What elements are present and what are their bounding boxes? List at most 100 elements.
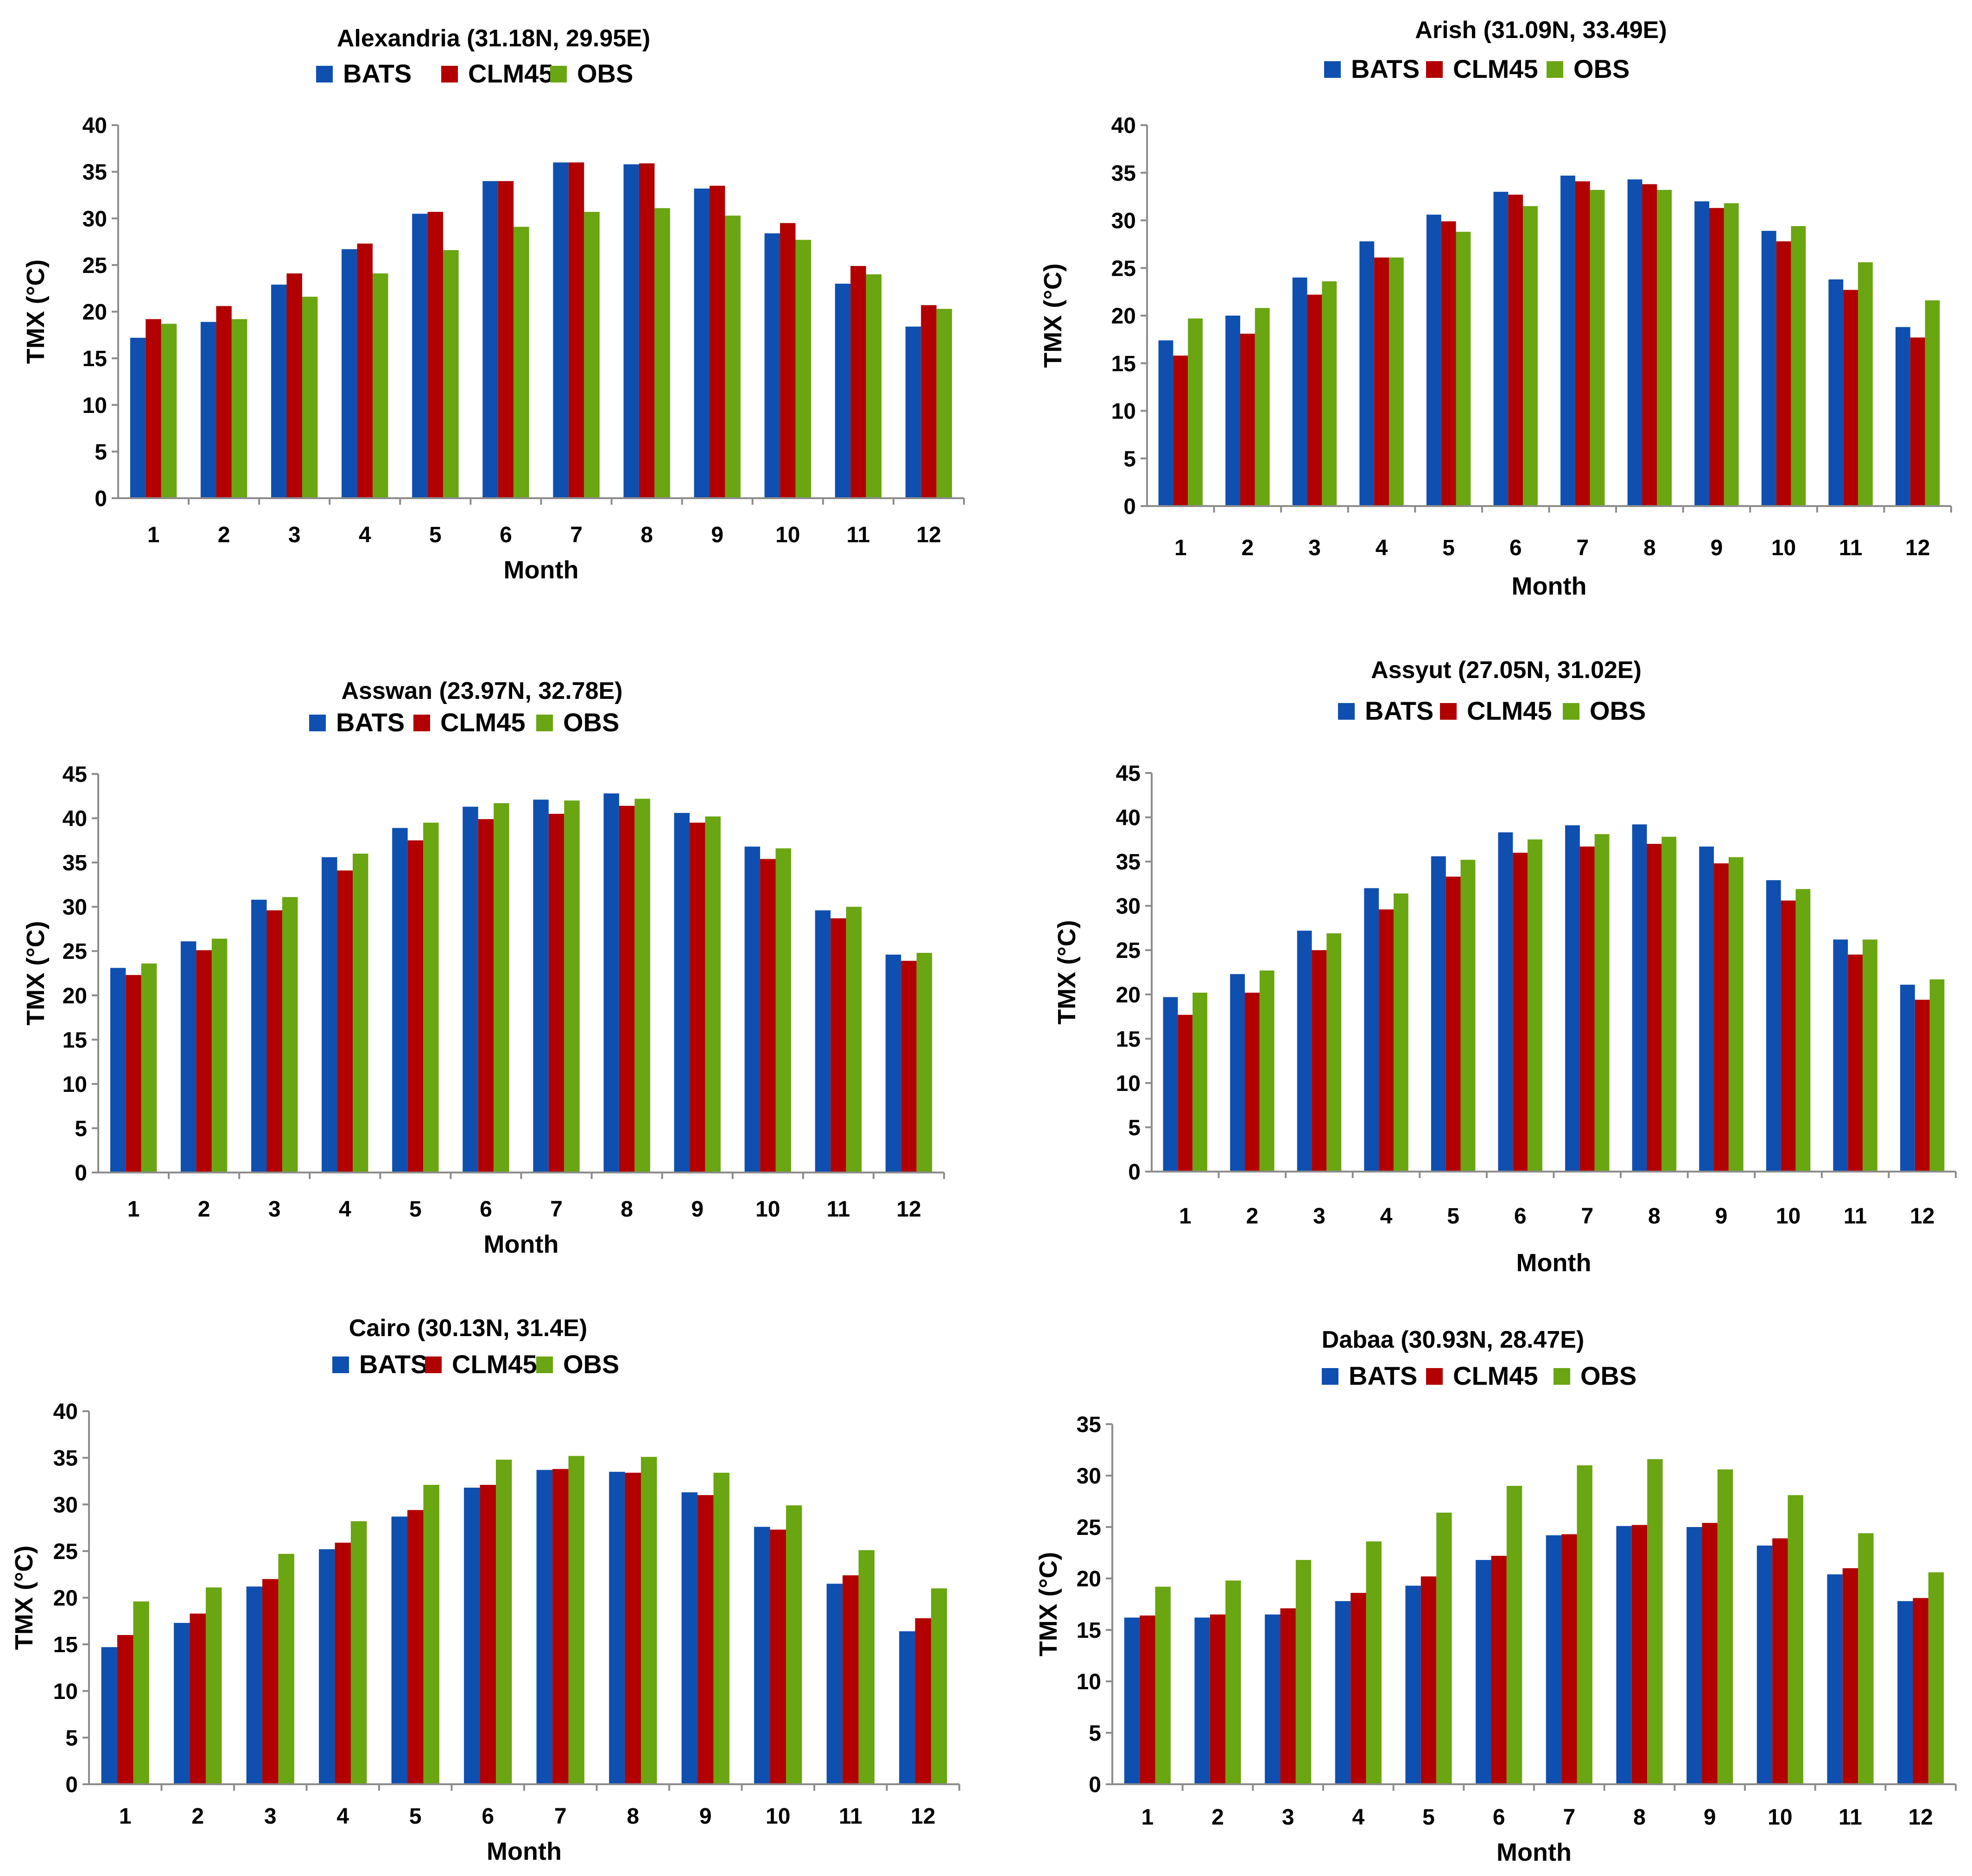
bar-obs-month-12 [936, 309, 952, 498]
y-tick-label: 20 [63, 984, 87, 1008]
bar-clm45-month-7 [1579, 846, 1595, 1172]
bar-bats-month-3 [271, 285, 287, 498]
bar-obs-month-7 [1590, 190, 1605, 506]
bar-bats-month-9 [674, 813, 690, 1172]
legend-label-obs: OBS [577, 59, 633, 88]
bar-bats-month-12 [1900, 984, 1915, 1172]
bar-clm45-month-12 [1913, 1598, 1928, 1784]
bar-obs-month-2 [231, 319, 247, 498]
legend-swatch-obs [550, 66, 567, 82]
bar-bats-month-12 [1895, 327, 1910, 506]
bar-obs-month-3 [282, 897, 298, 1172]
x-tick-label: 4 [336, 1804, 349, 1829]
bar-bats-month-11 [826, 1584, 843, 1784]
y-tick-label: 25 [1111, 256, 1136, 281]
bar-bats-month-12 [899, 1631, 915, 1784]
bar-obs-month-5 [423, 1484, 439, 1784]
legend-label-obs: OBS [563, 1350, 619, 1379]
bar-obs-month-4 [353, 854, 368, 1172]
x-tick-label: 5 [409, 1804, 422, 1829]
bar-obs-month-11 [846, 906, 862, 1172]
chart-panel-6: Dabaa (30.93N, 28.47E)BATS CLM45 OBS051015… [1034, 1326, 1957, 1866]
x-tick-label: 5 [429, 523, 442, 547]
bar-obs-month-7 [1594, 834, 1610, 1172]
x-tick-label: 3 [1308, 536, 1321, 560]
y-tick-label: 35 [53, 1446, 78, 1471]
bar-clm45-month-8 [639, 163, 655, 498]
bar-clm45-month-3 [286, 273, 302, 498]
x-tick-label: 9 [1711, 536, 1723, 560]
y-tick-label: 45 [1116, 761, 1141, 786]
chart-panel-3: Asswan (23.97N, 32.78E) BATS CLM45 OBS 0 5 10 1… [22, 678, 945, 1258]
chart-panel-1: Alexandria (31.18N, 29.95E) BATS CLM45 OBS 0… [22, 25, 965, 584]
bar-obs-month-2 [205, 1587, 222, 1784]
bar-clm45-month-6 [1508, 195, 1523, 506]
bar-clm45-month-2 [216, 306, 232, 498]
x-tick-label: 6 [1509, 536, 1522, 560]
x-tick-label: 8 [1643, 536, 1656, 560]
bar-obs-month-12 [916, 953, 932, 1172]
y-tick-label: 25 [63, 939, 87, 964]
legend-label-clm45: CLM45 [1467, 696, 1552, 725]
x-tick-label: 10 [1768, 1805, 1792, 1830]
y-tick-label: 35 [1077, 1413, 1101, 1437]
bar-clm45-month-7 [548, 814, 564, 1172]
bar-obs-month-5 [1436, 1512, 1452, 1784]
bar-clm45-month-1 [1178, 1014, 1193, 1172]
x-tick-label: 11 [827, 1197, 850, 1222]
bar-clm45-month-3 [266, 910, 282, 1172]
bar-obs-month-11 [858, 1550, 875, 1784]
x-tick-label: 10 [766, 1804, 790, 1829]
bar-clm45-month-4 [1351, 1593, 1366, 1784]
x-tick-label: 9 [699, 1804, 712, 1829]
bar-clm45-month-7 [552, 1469, 569, 1784]
x-tick-label: 11 [847, 523, 870, 547]
bar-obs-month-8 [640, 1457, 657, 1784]
bar-clm45-month-12 [1910, 337, 1925, 506]
y-tick-label: 0 [75, 1161, 87, 1185]
x-tick-label: 8 [621, 1197, 633, 1222]
y-tick-label: 30 [82, 207, 107, 231]
bar-clm45-month-3 [1307, 294, 1322, 506]
y-tick-label: 15 [82, 347, 107, 371]
y-tick-label: 0 [95, 487, 107, 511]
x-tick-label: 8 [1633, 1805, 1646, 1830]
y-tick-label: 10 [53, 1680, 78, 1704]
x-tick-label: 8 [640, 523, 653, 547]
bar-clm45-month-3 [1280, 1608, 1296, 1784]
bar-bats-month-1 [1163, 997, 1178, 1172]
x-tick-label: 10 [755, 1197, 780, 1222]
x-tick-label: 3 [264, 1804, 277, 1829]
bar-clm45-month-9 [709, 185, 725, 498]
legend-label-bats: BATS [343, 59, 412, 88]
bar-clm45-month-7 [568, 162, 584, 498]
y-tick-label: 25 [1116, 938, 1141, 963]
x-tick-label: 5 [1442, 536, 1455, 560]
x-tick-label: 6 [1493, 1805, 1505, 1830]
bar-bats-month-7 [1546, 1535, 1562, 1784]
x-tick-label: 7 [554, 1804, 567, 1829]
bar-bats-month-7 [1560, 175, 1575, 506]
bar-obs-month-7 [564, 800, 580, 1172]
y-tick-label: 30 [1111, 209, 1136, 234]
bar-clm45-month-1 [117, 1635, 133, 1784]
y-tick-label: 45 [63, 762, 87, 787]
x-tick-label: 12 [916, 523, 941, 547]
chart-title: Asswan (23.97N, 32.78E) [342, 678, 623, 704]
bar-obs-month-6 [495, 1459, 512, 1784]
legend-swatch-obs [1563, 703, 1579, 720]
x-tick-label: 2 [218, 523, 230, 547]
bar-bats-month-7 [553, 162, 569, 498]
y-tick-label: 25 [1077, 1515, 1101, 1540]
x-tick-label: 11 [1839, 536, 1863, 560]
bar-clm45-month-2 [190, 1613, 206, 1784]
bar-bats-month-4 [322, 857, 337, 1172]
bar-clm45-month-10 [760, 859, 776, 1172]
bar-obs-month-10 [775, 848, 791, 1172]
bar-bats-month-5 [1431, 856, 1446, 1172]
y-tick-label: 10 [63, 1072, 87, 1097]
bar-bats-month-9 [694, 188, 710, 499]
y-tick-label: 15 [1111, 352, 1136, 376]
y-tick-label: 30 [63, 895, 87, 920]
x-axis-title: Month [504, 556, 579, 584]
